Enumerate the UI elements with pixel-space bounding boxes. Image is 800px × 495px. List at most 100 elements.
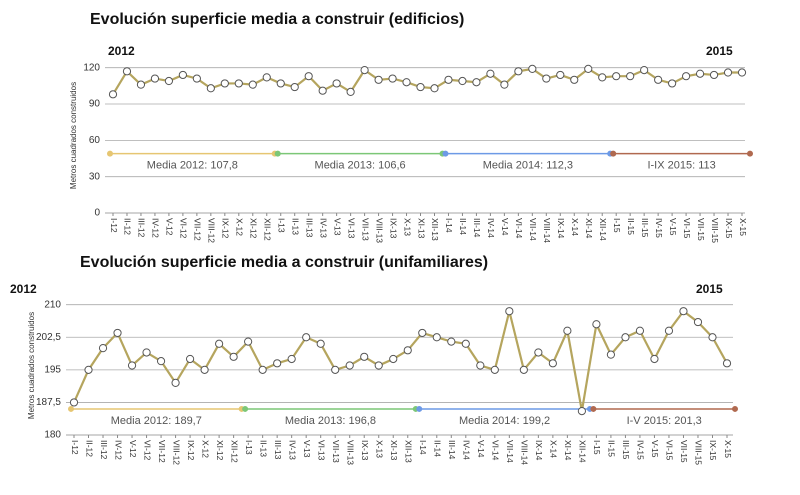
- data-point: [206, 84, 215, 93]
- x-tick-label: X-15: [723, 440, 733, 458]
- data-point: [374, 361, 383, 370]
- x-tick-label: VI-13: [346, 218, 356, 239]
- data-point: [668, 79, 677, 88]
- data-point: [84, 365, 93, 374]
- x-tick-label: IV-14: [486, 218, 496, 238]
- x-tick-label: IV-13: [287, 440, 297, 460]
- data-point: [606, 350, 616, 359]
- data-point: [178, 70, 187, 80]
- x-tick-label: I-15: [592, 440, 602, 455]
- x-tick-label: VI-15: [682, 218, 692, 239]
- y-tick-label: 60: [89, 135, 101, 146]
- y-tick-label: 187,5: [36, 397, 61, 408]
- y-tick-label: 180: [44, 430, 61, 441]
- x-tick-label: VIII-14: [520, 440, 530, 465]
- x-tick-label: III-13: [304, 218, 314, 238]
- data-point: [528, 64, 537, 73]
- data-line: [112, 67, 742, 95]
- x-tick-label: VI-14: [491, 440, 501, 461]
- data-point: [679, 307, 688, 316]
- x-tick-label: VII-12: [193, 218, 203, 241]
- data-point: [234, 79, 243, 88]
- data-point: [248, 80, 257, 89]
- y-tick-label: 202,5: [36, 332, 61, 343]
- x-tick-label: V-12: [165, 218, 175, 236]
- x-tick-label: IV-15: [654, 218, 664, 238]
- data-point: [548, 359, 557, 368]
- x-tick-label: IV-12: [113, 440, 123, 460]
- x-tick-label: II-14: [433, 440, 443, 457]
- x-tick-label: IX-14: [534, 440, 544, 461]
- data-point: [490, 365, 499, 374]
- data-point: [98, 344, 108, 353]
- data-point: [654, 75, 663, 84]
- x-tick-label: I-12: [70, 440, 80, 455]
- x-tick-label: I-13: [276, 218, 286, 233]
- data-point: [374, 75, 383, 84]
- period-label: Media 2013: 106,6: [315, 160, 406, 172]
- data-point: [592, 320, 601, 329]
- data-point: [258, 365, 267, 374]
- y-tick-label: 120: [83, 62, 100, 73]
- data-point: [403, 346, 412, 355]
- data-point: [476, 361, 485, 370]
- data-point: [514, 67, 523, 76]
- data-point: [693, 317, 703, 327]
- x-tick-label: XII-12: [229, 440, 239, 463]
- x-tick-label: II-13: [258, 440, 268, 457]
- data-point: [681, 72, 691, 81]
- data-point: [709, 70, 719, 80]
- data-point: [69, 398, 79, 407]
- x-tick-label: XII-14: [578, 440, 588, 463]
- data-point: [150, 74, 160, 83]
- x-tick-label: III-14: [447, 440, 457, 460]
- period-label: Media 2014: 199,2: [459, 415, 550, 427]
- y-axis-title: Metros cuadrados construidos: [69, 82, 78, 189]
- data-point: [447, 337, 456, 346]
- y-axis-title: Metros cuadrados construidos: [27, 312, 36, 419]
- x-tick-label: X-12: [235, 218, 245, 236]
- x-tick-label: II-12: [123, 218, 133, 235]
- x-tick-label: II-15: [626, 218, 636, 235]
- x-tick-label: III-14: [472, 218, 482, 238]
- x-tick-label: IV-14: [462, 440, 472, 460]
- data-point: [458, 76, 467, 86]
- data-line: [72, 309, 728, 412]
- data-point: [171, 378, 180, 387]
- data-point: [570, 75, 579, 84]
- x-tick-label: III-13: [273, 440, 283, 460]
- data-point: [722, 359, 732, 368]
- period-end: [747, 150, 753, 157]
- x-tick-label: XI-14: [584, 218, 594, 239]
- data-point: [432, 333, 441, 342]
- x-tick-label: I-13: [244, 440, 254, 455]
- data-point: [534, 348, 543, 357]
- x-tick-label: II-15: [607, 440, 617, 457]
- data-point: [108, 90, 118, 99]
- period-label: I-V 2015: 201,3: [627, 415, 702, 427]
- y-tick-label: 195: [44, 364, 61, 375]
- x-tick-label: VII-15: [679, 440, 689, 463]
- period-label: I-IX 2015: 113: [647, 160, 715, 172]
- x-tick-label: I-14: [418, 440, 428, 455]
- x-tick-label: VI-13: [316, 440, 326, 461]
- x-tick-label: VIII-13: [374, 218, 384, 243]
- data-point: [389, 354, 398, 364]
- data-point: [244, 337, 253, 346]
- x-tick-label: IX-12: [186, 440, 196, 461]
- data-point: [519, 365, 528, 374]
- data-point: [388, 74, 397, 83]
- x-tick-label: XI-13: [389, 440, 399, 461]
- x-tick-label: VII-14: [505, 440, 515, 463]
- data-point: [612, 72, 621, 81]
- period-label: Media 2013: 196,8: [285, 415, 376, 427]
- data-point: [113, 328, 122, 338]
- period-end: [274, 150, 281, 157]
- data-point: [360, 352, 369, 361]
- period-end: [107, 150, 113, 157]
- x-tick-label: II-14: [458, 218, 468, 235]
- data-point: [346, 87, 355, 97]
- chart-title: Evolución superficie media a construir (…: [90, 11, 464, 28]
- x-tick-label: II-12: [84, 440, 94, 457]
